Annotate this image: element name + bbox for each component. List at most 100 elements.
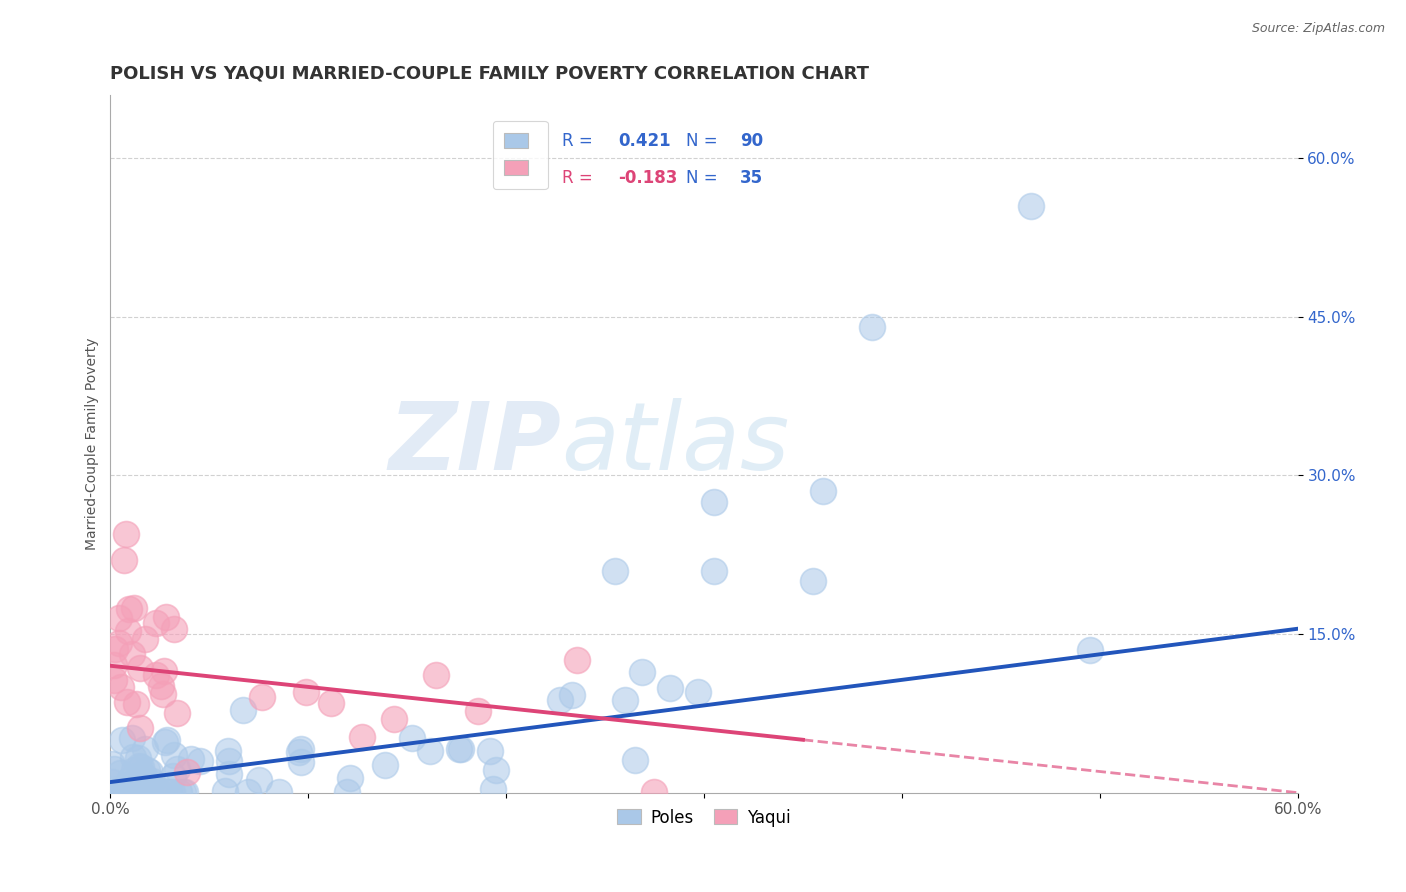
Point bbox=[128, 721, 150, 735]
Point bbox=[101, 774, 124, 789]
Point bbox=[131, 772, 153, 786]
Point bbox=[139, 765, 162, 780]
Point bbox=[136, 763, 159, 777]
Point bbox=[160, 784, 183, 798]
Point bbox=[111, 784, 134, 798]
Point bbox=[118, 602, 141, 616]
Point bbox=[631, 665, 654, 680]
Point bbox=[703, 564, 725, 578]
Point bbox=[101, 757, 124, 772]
Point bbox=[190, 754, 212, 768]
Point bbox=[122, 763, 145, 777]
Text: R =: R = bbox=[561, 132, 598, 150]
Point bbox=[294, 685, 316, 699]
Point bbox=[425, 668, 447, 682]
Point bbox=[131, 768, 153, 782]
Point bbox=[125, 698, 148, 712]
Point bbox=[122, 749, 145, 764]
Text: POLISH VS YAQUI MARRIED-COUPLE FAMILY POVERTY CORRELATION CHART: POLISH VS YAQUI MARRIED-COUPLE FAMILY PO… bbox=[111, 64, 869, 82]
Point bbox=[162, 769, 184, 783]
Text: -0.183: -0.183 bbox=[619, 169, 678, 187]
Point bbox=[134, 741, 156, 756]
Point bbox=[128, 759, 150, 773]
Point bbox=[288, 745, 311, 759]
Point bbox=[107, 784, 129, 798]
Text: atlas: atlas bbox=[561, 398, 790, 489]
Point bbox=[104, 641, 127, 656]
Point bbox=[104, 784, 127, 798]
Point bbox=[166, 762, 188, 776]
Point bbox=[659, 681, 682, 695]
Point bbox=[112, 553, 135, 567]
Point bbox=[115, 784, 138, 798]
Point bbox=[149, 679, 172, 693]
Point bbox=[107, 611, 129, 625]
Point bbox=[145, 668, 167, 682]
Point bbox=[350, 731, 373, 745]
Point bbox=[218, 755, 240, 769]
Text: N =: N = bbox=[686, 132, 723, 150]
Point bbox=[112, 784, 135, 798]
Point bbox=[336, 784, 359, 798]
Point bbox=[1019, 199, 1042, 213]
Text: Source: ZipAtlas.com: Source: ZipAtlas.com bbox=[1251, 22, 1385, 36]
Point bbox=[180, 752, 202, 766]
Point bbox=[134, 632, 156, 647]
Point bbox=[141, 774, 163, 789]
Point bbox=[103, 673, 125, 687]
Text: 35: 35 bbox=[740, 169, 763, 187]
Point bbox=[860, 320, 883, 334]
Point bbox=[115, 696, 138, 710]
Point bbox=[290, 742, 312, 756]
Point bbox=[117, 624, 139, 638]
Point bbox=[238, 784, 260, 798]
Point bbox=[153, 735, 176, 749]
Point bbox=[157, 784, 180, 798]
Point bbox=[122, 600, 145, 615]
Point bbox=[688, 685, 710, 699]
Point bbox=[129, 784, 152, 798]
Point bbox=[167, 784, 190, 798]
Point bbox=[156, 732, 179, 747]
Point bbox=[623, 753, 645, 767]
Text: 0.421: 0.421 bbox=[619, 132, 671, 150]
Point bbox=[129, 778, 152, 792]
Point bbox=[127, 751, 149, 765]
Point bbox=[153, 664, 176, 678]
Point bbox=[103, 784, 125, 798]
Point bbox=[319, 697, 342, 711]
Point bbox=[163, 748, 186, 763]
Point bbox=[550, 692, 572, 706]
Point bbox=[136, 773, 159, 788]
Point bbox=[163, 622, 186, 636]
Point bbox=[290, 755, 312, 769]
Point bbox=[132, 784, 155, 798]
Point bbox=[218, 766, 240, 780]
Point bbox=[115, 784, 138, 798]
Point bbox=[145, 616, 167, 631]
Point bbox=[703, 495, 725, 509]
Point bbox=[115, 526, 138, 541]
Point bbox=[125, 784, 148, 798]
Point bbox=[269, 784, 291, 798]
Point bbox=[801, 574, 824, 589]
Point bbox=[122, 784, 145, 798]
Point bbox=[152, 783, 174, 797]
Point bbox=[110, 766, 132, 780]
Point bbox=[155, 609, 177, 624]
Point bbox=[108, 636, 131, 650]
Text: R =: R = bbox=[561, 169, 598, 187]
Point bbox=[449, 742, 471, 756]
Point bbox=[125, 779, 148, 793]
Point bbox=[478, 744, 501, 758]
Point bbox=[214, 784, 236, 798]
Point bbox=[561, 688, 583, 702]
Point bbox=[122, 784, 145, 798]
Point bbox=[111, 733, 134, 747]
Point bbox=[166, 706, 188, 720]
Point bbox=[138, 784, 160, 798]
Point bbox=[614, 693, 637, 707]
Point bbox=[250, 690, 273, 705]
Point bbox=[450, 741, 472, 756]
Point bbox=[485, 763, 508, 777]
